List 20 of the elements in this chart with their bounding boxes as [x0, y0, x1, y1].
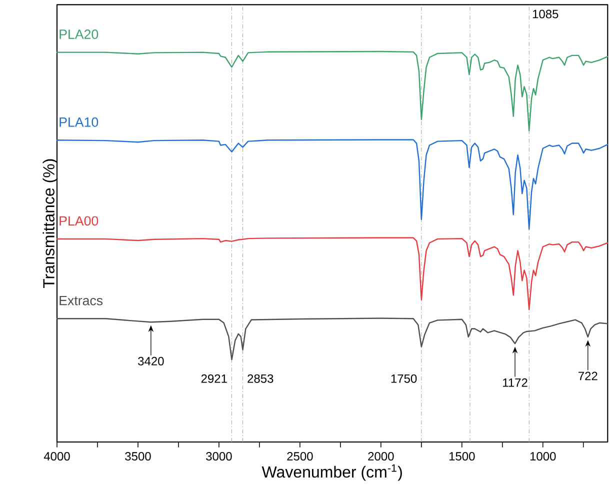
annotation: 722	[578, 372, 598, 380]
x-tick-label: 4000	[44, 452, 70, 461]
series-label: Extracs	[60, 296, 103, 306]
ref-line-label: 1750	[391, 374, 417, 383]
x-tick-label: 2000	[368, 452, 394, 461]
series-label: PLA20	[60, 30, 98, 39]
series-label: PLA00	[60, 216, 98, 226]
x-tick-label: 2500	[287, 452, 313, 461]
ref-line-label: 1085	[532, 10, 558, 18]
series-label: PLA10	[60, 117, 98, 127]
annotation: 3420	[138, 356, 164, 366]
ref-line-label: 2853	[248, 374, 274, 383]
ref-line-label: 2921	[201, 374, 227, 383]
x-tick-label: 1500	[449, 452, 475, 461]
x-tick-label: 3000	[206, 452, 232, 461]
y-axis-title: Transmittance (%)	[42, 159, 58, 288]
x-tick-label: 3500	[125, 452, 151, 461]
x-tick-label: 1000	[530, 452, 556, 461]
x-axis-title: Wavenumber (cm$^{-1}$)	[262, 464, 402, 481]
annotation: 1172	[503, 378, 528, 387]
